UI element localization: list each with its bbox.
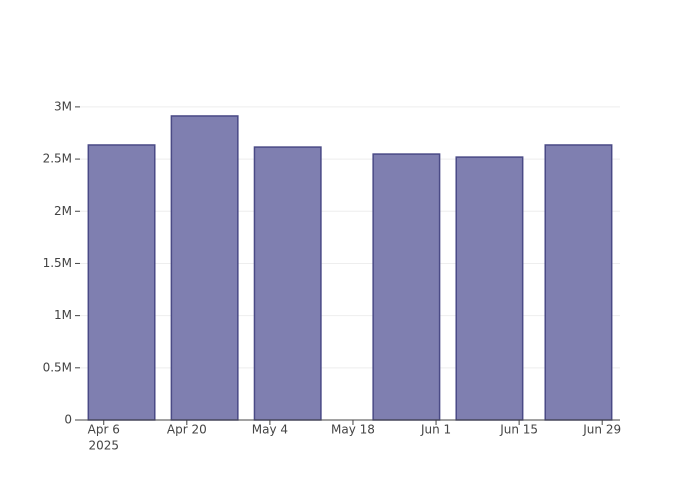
x-tick-label: Jun 15: [499, 423, 538, 437]
y-tick-label: 2.5M: [43, 152, 72, 166]
x-tick-label: Apr 20: [167, 423, 207, 437]
x-tick-label: Jun 29: [582, 423, 621, 437]
bar: [253, 146, 322, 421]
y-tick-label: 1M: [54, 308, 72, 322]
bar: [87, 144, 156, 421]
x-tick-label: Apr 6: [88, 423, 120, 437]
bar: [544, 144, 613, 421]
y-tick-label: 3M: [54, 99, 72, 113]
x-tick-label: May 4: [252, 423, 288, 437]
x-tick-year: 2025: [88, 439, 119, 453]
bar: [170, 115, 239, 421]
y-tick-label: 0.5M: [43, 360, 72, 374]
y-tick-label: 0: [64, 413, 72, 427]
x-tick-label: Jun 1: [420, 423, 451, 437]
y-tick-label: 1.5M: [43, 256, 72, 270]
bar: [455, 156, 524, 421]
y-tick-label: 2M: [54, 204, 72, 218]
bar: [372, 153, 441, 421]
x-tick-label: May 18: [331, 423, 375, 437]
